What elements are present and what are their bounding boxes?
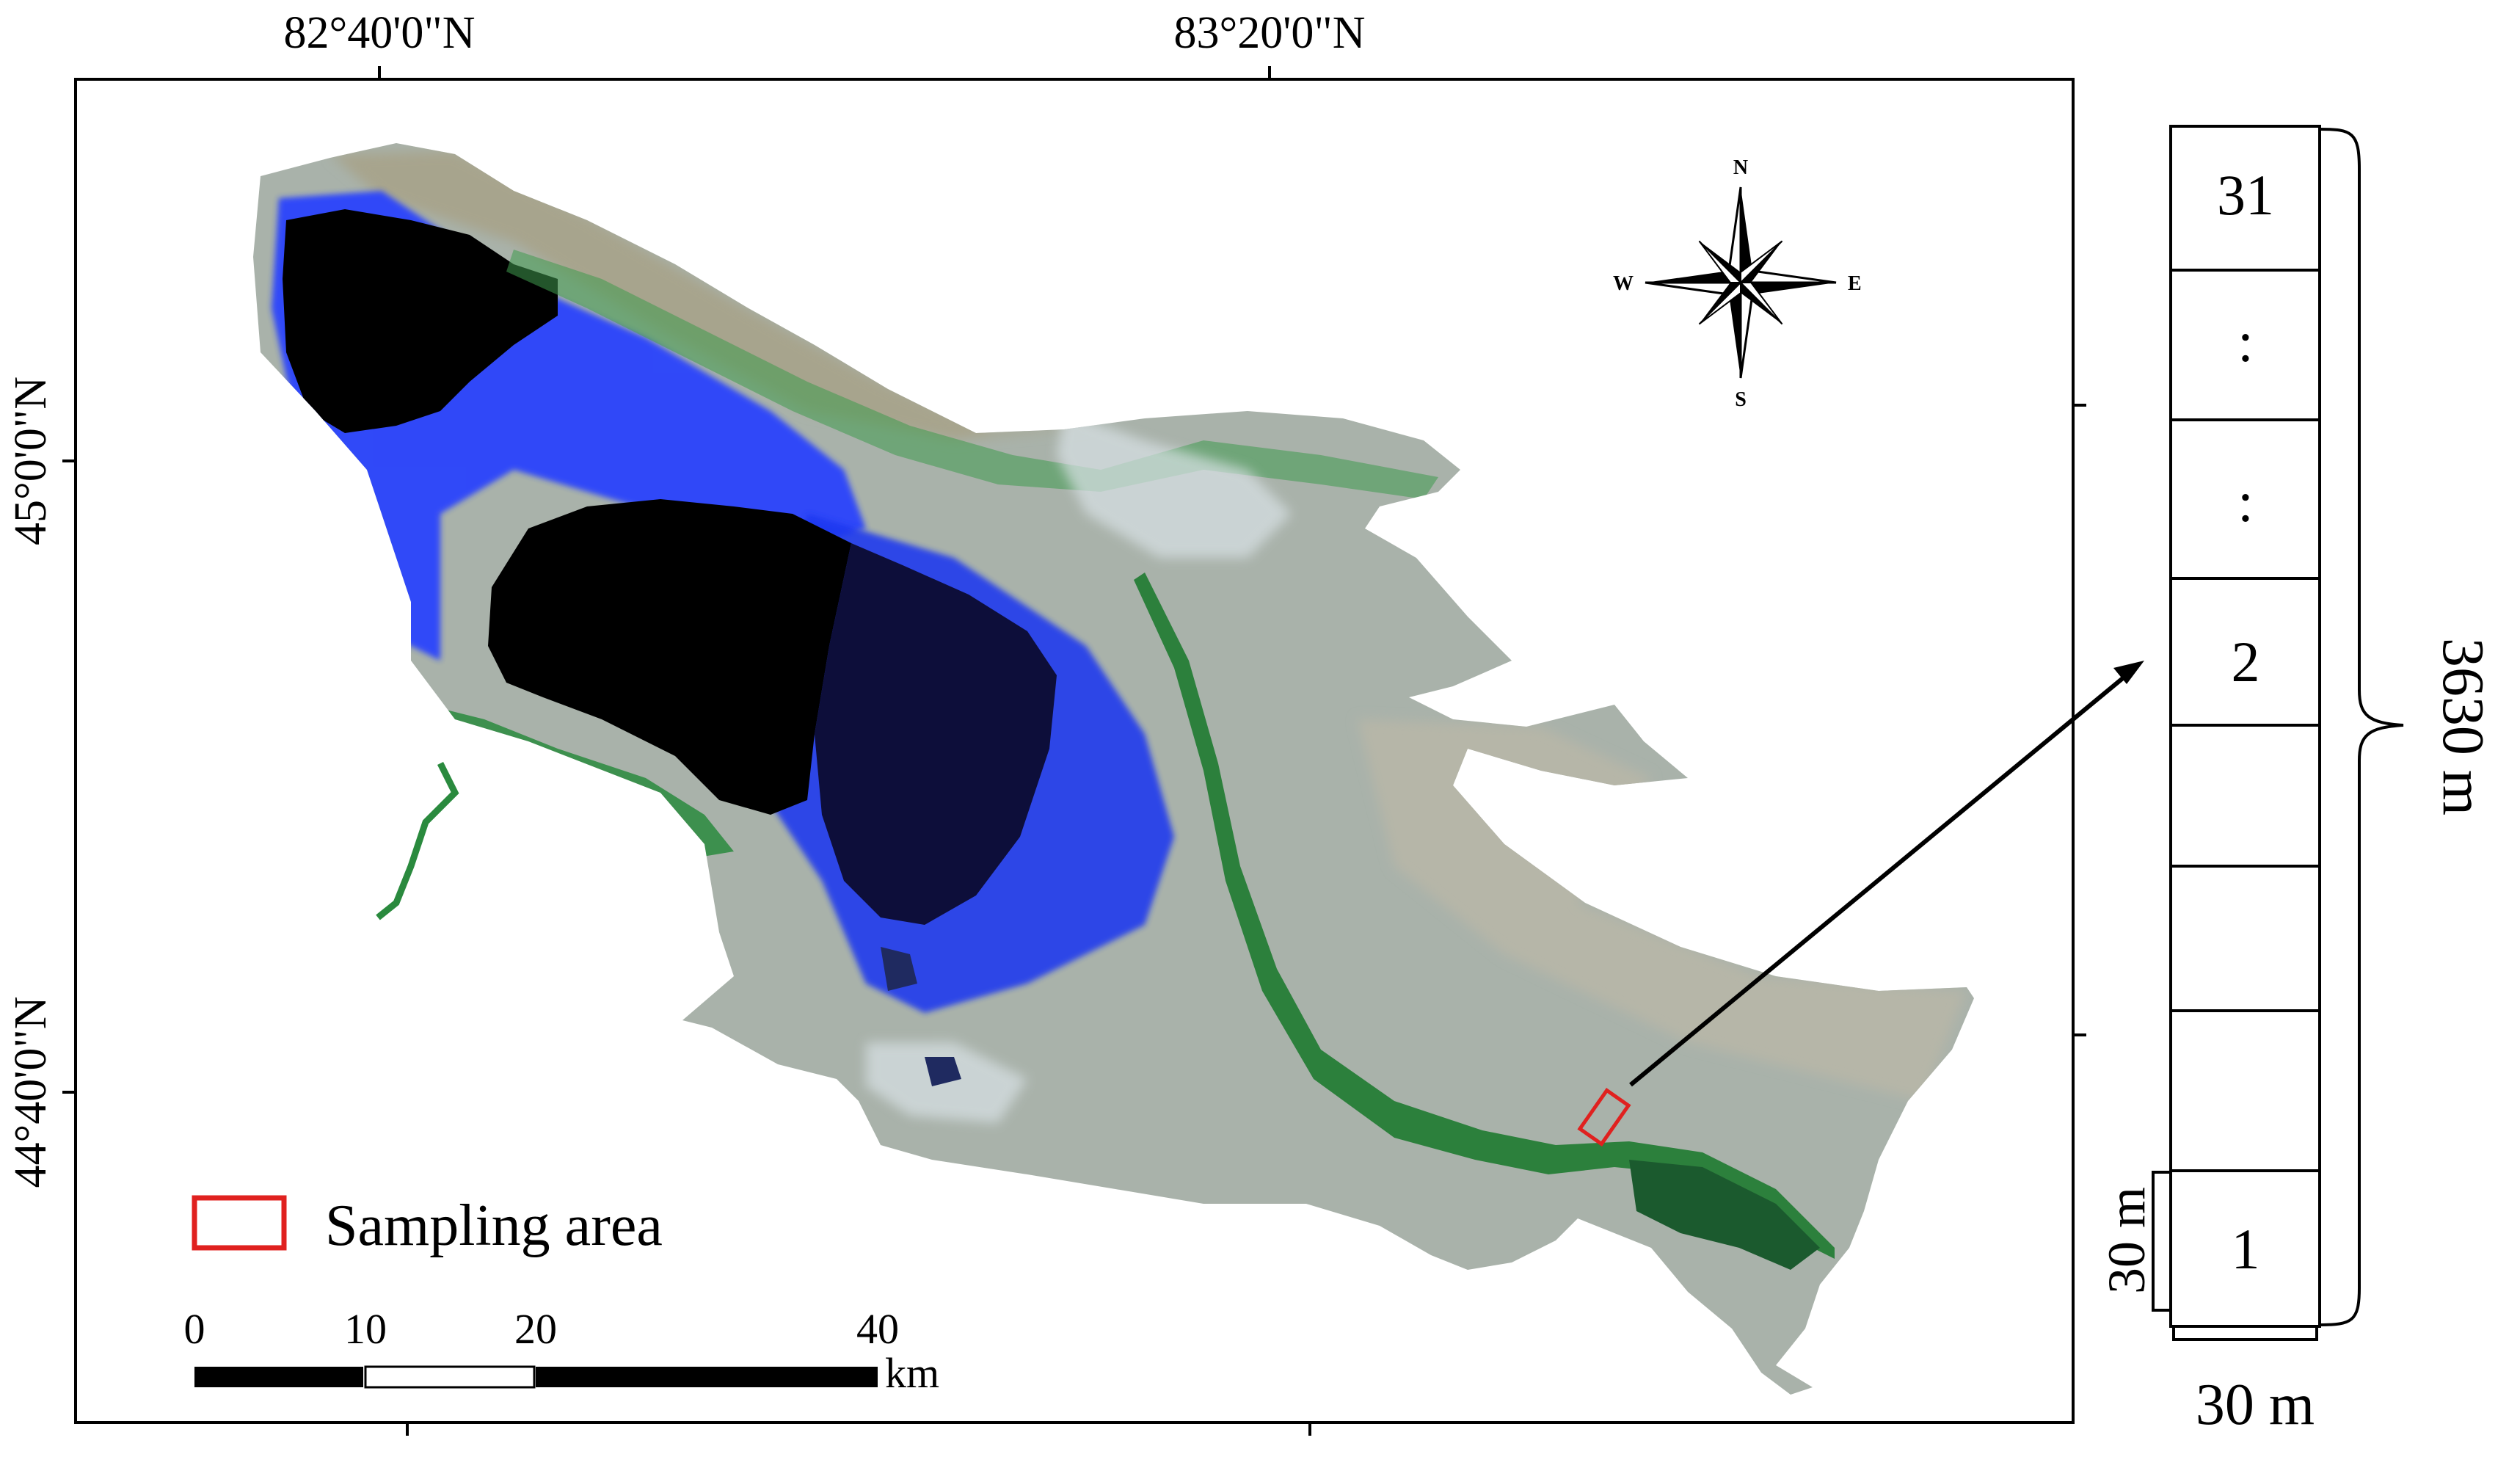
- southwest-dark-patches: [881, 947, 961, 1086]
- compass-n: N: [1733, 156, 1748, 179]
- strip-dividers: [2171, 269, 2320, 1172]
- compass-s: S: [1735, 388, 1747, 411]
- scale-bar: 0 10 20 40 km: [184, 1305, 940, 1397]
- leader-arrow-head: [2113, 661, 2144, 684]
- lon-label-1: 82°40'0"N: [283, 8, 475, 58]
- legend-label: Sampling area: [325, 1193, 663, 1258]
- compass-e: E: [1848, 272, 1862, 295]
- frame-ticks: [62, 66, 2086, 1436]
- leader-arrow-line: [1629, 672, 2130, 1087]
- scale-tick-10: 10: [344, 1305, 387, 1353]
- wetland-vegetation-patch: [1629, 1160, 1820, 1270]
- cell-height-bracket: [2152, 1171, 2171, 1312]
- strip-cell-ellipsis-2: :: [2237, 470, 2254, 534]
- compass-w: W: [1613, 272, 1634, 295]
- scale-tick-0: 0: [184, 1305, 205, 1353]
- lat-label-2: 44°40'0"N: [6, 996, 56, 1188]
- northern-mountains: [330, 150, 1101, 440]
- cell-width-label: 30 m: [2196, 1373, 2315, 1437]
- strip-cell-31: 31: [2217, 163, 2274, 227]
- scale-unit: km: [885, 1349, 939, 1397]
- lon-label-2: 83°20'0"N: [1173, 8, 1365, 58]
- river-vegetation: [1134, 573, 1835, 1259]
- strip-cell-2: 2: [2232, 630, 2260, 694]
- compass-rose: N S E W: [1613, 156, 1862, 411]
- lake-north: [283, 209, 558, 433]
- sampling-area-box: [1577, 1087, 1631, 1147]
- scale-tick-40: 40: [856, 1305, 899, 1353]
- north-shore-vegetation: [506, 250, 1438, 499]
- legend: Sampling area: [192, 1193, 663, 1258]
- scale-tick-20: 20: [514, 1305, 557, 1353]
- length-label: 3630 m: [2430, 638, 2495, 815]
- strip-cell-ellipsis-1: :: [2237, 310, 2254, 374]
- light-patches: [866, 411, 1292, 1123]
- lat-label-1: 45°0'0"N: [6, 377, 56, 545]
- strip-cell-1: 1: [2232, 1217, 2260, 1281]
- sampling-strip: 31 : : 2 1 3630 m 30 m 30 m: [2097, 125, 2495, 1437]
- lake-main-west: [488, 499, 851, 815]
- lake-main-east: [815, 543, 1057, 925]
- cell-height-label: 30 m: [2097, 1187, 2156, 1294]
- western-river: [376, 761, 459, 920]
- length-brace: [2319, 128, 2404, 1326]
- cell-width-bracket: [2172, 1326, 2318, 1341]
- legend-swatch: [192, 1195, 287, 1251]
